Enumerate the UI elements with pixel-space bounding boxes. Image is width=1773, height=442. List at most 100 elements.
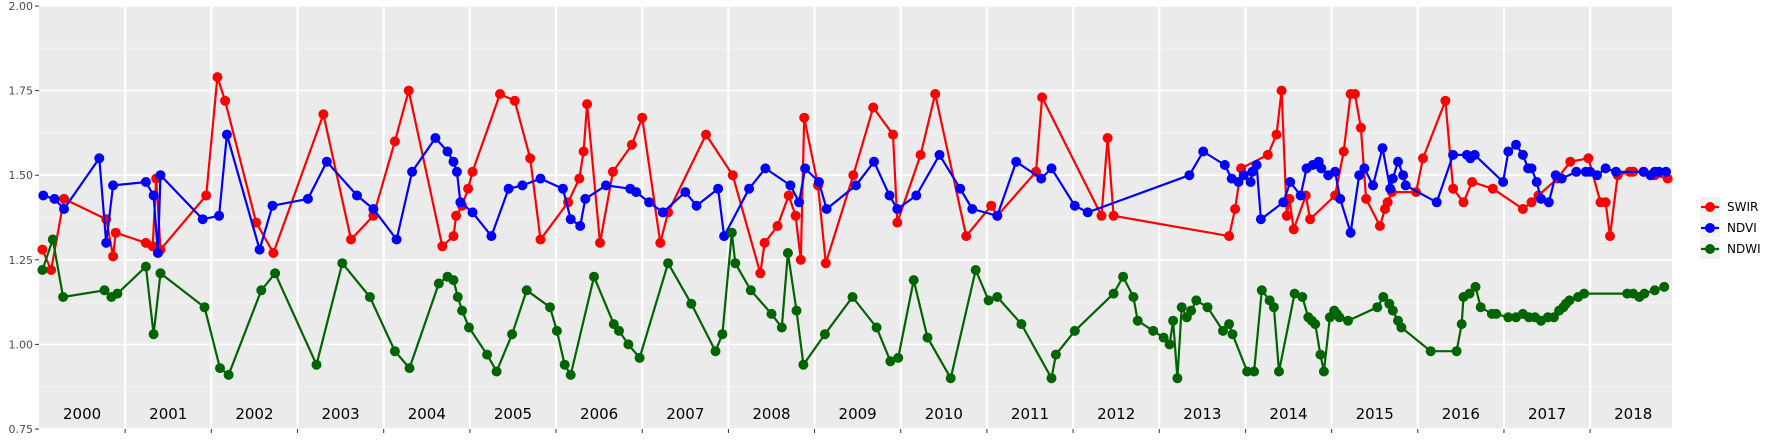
x-axis bbox=[124, 429, 1591, 433]
year-label: 2015 bbox=[1356, 405, 1394, 423]
year-label: 2012 bbox=[1097, 405, 1135, 423]
data-point bbox=[448, 231, 459, 242]
data-point bbox=[59, 204, 69, 214]
data-point bbox=[49, 193, 60, 204]
data-point bbox=[256, 285, 267, 296]
data-point bbox=[1132, 315, 1143, 326]
data-point bbox=[38, 190, 49, 201]
data-point bbox=[1396, 322, 1407, 333]
year-label: 2017 bbox=[1528, 405, 1566, 423]
data-point bbox=[1249, 366, 1260, 377]
data-point bbox=[1218, 325, 1228, 336]
data-point bbox=[1016, 319, 1027, 330]
year-label: 2001 bbox=[149, 405, 187, 423]
data-point bbox=[197, 214, 208, 225]
year-label: 2002 bbox=[235, 405, 273, 423]
data-point bbox=[744, 183, 755, 194]
data-point bbox=[464, 322, 474, 333]
data-point bbox=[430, 133, 441, 143]
data-point bbox=[1382, 197, 1393, 208]
data-point bbox=[719, 231, 730, 242]
data-point bbox=[1108, 288, 1119, 299]
data-point bbox=[1202, 302, 1213, 313]
data-point bbox=[637, 112, 648, 123]
data-point bbox=[1224, 319, 1235, 330]
data-point bbox=[152, 248, 163, 258]
year-labels: 2000 2001 2002 2003 2004 2005 2006 2007 2008 2009… bbox=[63, 405, 1652, 423]
data-point bbox=[730, 258, 741, 269]
data-point bbox=[521, 285, 532, 296]
data-point bbox=[726, 227, 737, 238]
data-point bbox=[389, 346, 400, 357]
data-point bbox=[467, 207, 478, 218]
data-point bbox=[1393, 156, 1403, 167]
data-point bbox=[223, 369, 234, 380]
data-point bbox=[545, 302, 555, 313]
data-point bbox=[574, 173, 585, 184]
data-point bbox=[1219, 160, 1230, 170]
data-point bbox=[1425, 346, 1436, 357]
data-point bbox=[1517, 204, 1528, 214]
data-point bbox=[821, 204, 832, 214]
legend-item-ndvi: NDVI bbox=[1700, 218, 1757, 238]
data-point bbox=[1470, 281, 1481, 292]
data-point bbox=[850, 180, 861, 191]
data-point bbox=[1305, 214, 1316, 225]
data-point bbox=[1556, 173, 1567, 184]
data-point bbox=[268, 248, 279, 258]
data-point bbox=[701, 129, 711, 140]
data-point bbox=[221, 129, 232, 140]
data-point bbox=[1464, 288, 1475, 299]
data-point bbox=[1600, 197, 1611, 208]
legend-key-point bbox=[1705, 202, 1715, 212]
data-point bbox=[1654, 166, 1665, 177]
data-point bbox=[1069, 200, 1080, 211]
year-label: 2005 bbox=[494, 405, 532, 423]
data-point bbox=[745, 285, 756, 296]
data-point bbox=[631, 187, 642, 198]
data-point bbox=[644, 197, 655, 208]
data-point bbox=[352, 190, 362, 201]
data-point bbox=[451, 210, 462, 221]
data-point bbox=[783, 190, 794, 201]
data-point bbox=[1230, 204, 1241, 214]
data-point bbox=[1592, 170, 1602, 181]
data-point bbox=[148, 190, 159, 201]
series-ndvi bbox=[38, 129, 1671, 258]
data-point bbox=[1046, 373, 1057, 384]
data-point bbox=[915, 149, 926, 160]
data-point bbox=[1245, 177, 1256, 187]
data-point bbox=[1256, 285, 1267, 296]
data-point bbox=[58, 292, 69, 302]
data-point bbox=[1511, 139, 1521, 150]
data-point bbox=[1233, 177, 1244, 187]
data-point bbox=[212, 72, 223, 83]
data-point bbox=[1503, 146, 1514, 157]
data-point bbox=[614, 325, 624, 336]
data-point bbox=[791, 305, 802, 316]
data-point bbox=[871, 322, 882, 333]
data-point bbox=[1242, 366, 1253, 377]
data-point bbox=[782, 248, 793, 258]
year-label: 2014 bbox=[1269, 405, 1307, 423]
data-point bbox=[776, 322, 787, 333]
data-point bbox=[1361, 193, 1372, 204]
year-label: 2011 bbox=[1011, 405, 1049, 423]
data-point bbox=[1467, 177, 1478, 187]
data-point bbox=[37, 265, 48, 275]
data-point bbox=[495, 89, 505, 99]
data-point bbox=[559, 359, 570, 370]
data-point bbox=[1276, 85, 1287, 96]
data-point bbox=[1096, 210, 1107, 221]
data-point bbox=[302, 193, 313, 204]
series-line bbox=[42, 133, 1666, 255]
data-point bbox=[580, 193, 591, 204]
data-point bbox=[908, 275, 919, 286]
data-point bbox=[819, 329, 830, 340]
data-point bbox=[626, 139, 637, 150]
data-point bbox=[1611, 166, 1621, 177]
y-tick-label: 2.00 bbox=[9, 0, 34, 13]
data-point bbox=[813, 177, 824, 187]
data-point bbox=[1251, 160, 1262, 170]
data-point bbox=[1456, 319, 1467, 330]
